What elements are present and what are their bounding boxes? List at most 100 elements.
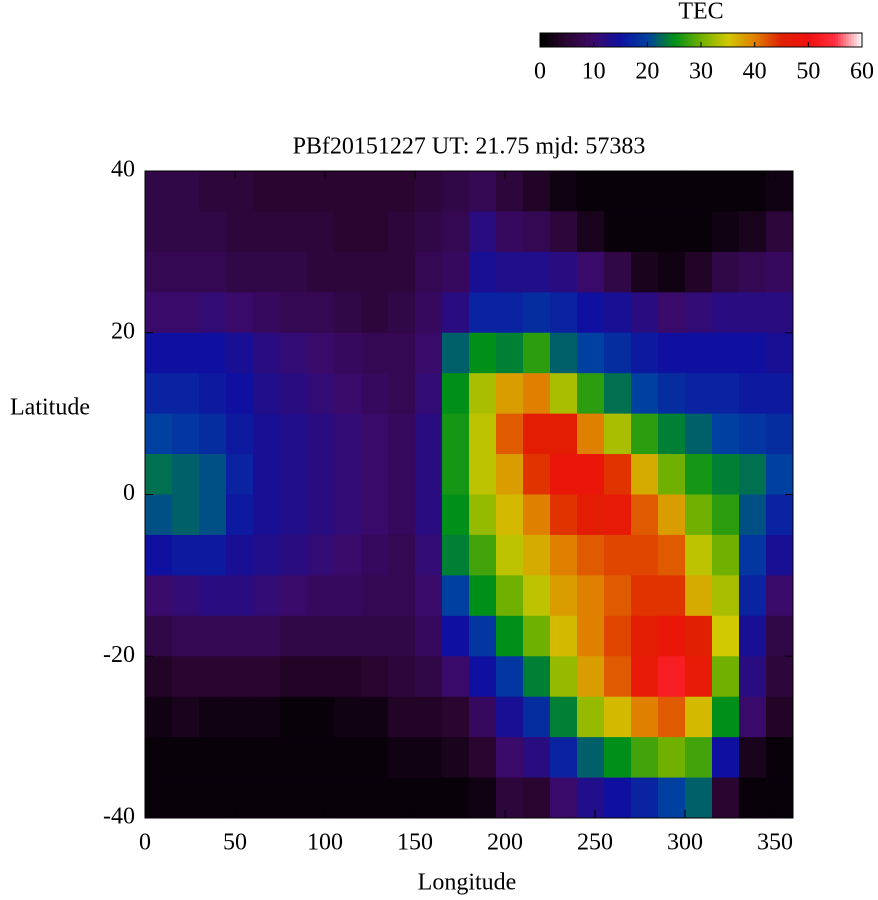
heatmap-cell <box>253 171 281 212</box>
heatmap-cell <box>712 534 740 576</box>
heatmap-cell <box>442 615 470 657</box>
colorbar-segment <box>853 33 858 47</box>
heatmap-cell <box>388 656 416 698</box>
colorbar-segment <box>674 33 678 47</box>
heatmap-cell <box>739 696 767 738</box>
heatmap-cell <box>415 615 443 657</box>
heatmap-cell <box>415 251 443 293</box>
heatmap-cell <box>172 777 200 819</box>
heatmap-cell <box>199 251 227 293</box>
heatmap-cell <box>280 656 308 698</box>
heatmap-cell <box>766 737 794 779</box>
heatmap-cell <box>550 494 578 536</box>
heatmap-cell <box>226 292 254 334</box>
heatmap-cell <box>604 575 632 617</box>
heatmap-cell <box>739 534 767 576</box>
colorbar-segment <box>730 33 734 47</box>
colorbar-segment <box>652 33 656 47</box>
colorbar-segment <box>859 33 863 47</box>
colorbar-segment <box>655 33 659 47</box>
colorbar-segment <box>792 33 796 47</box>
colorbar-segment <box>794 33 799 47</box>
heatmap-cell <box>199 454 227 495</box>
x-tick-label: 200 <box>487 830 523 856</box>
heatmap-cell <box>577 251 605 293</box>
heatmap-cell <box>226 737 254 779</box>
heatmap-cell <box>577 171 605 212</box>
heatmap-cell <box>766 251 794 293</box>
x-tick-label: 100 <box>307 830 343 856</box>
colorbar-segment <box>668 33 672 47</box>
heatmap-cell <box>496 454 524 495</box>
heatmap-cell <box>361 454 389 495</box>
heatmap-cell <box>361 656 389 698</box>
y-tick-label: 0 <box>123 480 135 506</box>
heatmap-cell <box>361 777 389 819</box>
heatmap-cell <box>550 454 578 495</box>
colorbar-tick-label: 20 <box>635 59 659 85</box>
heatmap-cell <box>361 615 389 657</box>
colorbar-segment <box>733 33 737 47</box>
heatmap-cell <box>334 696 362 738</box>
colorbar-segment <box>784 33 788 47</box>
heatmap-cell <box>631 615 659 657</box>
heatmap-cell <box>307 454 335 495</box>
heatmap-cell <box>658 494 686 536</box>
colorbar-segment <box>561 33 565 47</box>
heatmap-cell <box>496 575 524 617</box>
heatmap-cell <box>199 696 227 738</box>
heatmap-cell <box>739 211 767 253</box>
colorbar-segment <box>698 33 702 47</box>
heatmap-cell <box>631 332 659 374</box>
heatmap-cell <box>496 413 524 455</box>
colorbar-segment <box>856 33 860 47</box>
heatmap-cell <box>658 656 686 698</box>
heatmap-cell <box>199 373 227 415</box>
heatmap-cell <box>145 251 173 293</box>
colorbar-segment <box>564 33 568 47</box>
heatmap-cell <box>712 292 740 334</box>
heatmap-cell <box>523 251 551 293</box>
heatmap-cell <box>226 211 254 253</box>
heatmap-cell <box>469 575 497 617</box>
heatmap-cell <box>631 413 659 455</box>
heatmap-cell <box>145 211 173 253</box>
heatmap-cell <box>172 696 200 738</box>
heatmap-cell <box>523 737 551 779</box>
heatmap-cell <box>658 211 686 253</box>
heatmap-cell <box>253 454 281 495</box>
colorbar-segment <box>609 33 613 47</box>
colorbar-tick-label: 40 <box>743 59 767 85</box>
heatmap-cell <box>334 737 362 779</box>
colorbar-segment <box>751 33 756 47</box>
heatmap-cell <box>523 332 551 374</box>
heatmap-cell <box>361 494 389 536</box>
colorbar-segment <box>727 33 732 47</box>
heatmap-cell <box>712 656 740 698</box>
heatmap-cell <box>280 292 308 334</box>
colorbar-segment <box>735 33 740 47</box>
colorbar-segment <box>604 33 608 47</box>
heatmap-cell <box>685 534 713 576</box>
heatmap-cell <box>739 292 767 334</box>
heatmap-cell <box>199 332 227 374</box>
heatmap-cell <box>361 332 389 374</box>
heatmap-cell <box>253 332 281 374</box>
heatmap-cell <box>523 373 551 415</box>
heatmap-cell <box>307 211 335 253</box>
heatmap-cell <box>307 332 335 374</box>
colorbar-segment <box>840 33 844 47</box>
colorbar-segment <box>802 33 807 47</box>
heatmap-cell <box>442 494 470 536</box>
heatmap-cell <box>253 737 281 779</box>
heatmap-cell <box>577 494 605 536</box>
heatmap-cell <box>280 494 308 536</box>
heatmap-cell <box>739 251 767 293</box>
heatmap-cell <box>253 494 281 536</box>
heatmap-cell <box>685 737 713 779</box>
colorbar-segment <box>749 33 753 47</box>
heatmap-cell <box>361 171 389 212</box>
heatmap-cell <box>145 696 173 738</box>
heatmap-cell <box>388 211 416 253</box>
heatmap-cell <box>388 575 416 617</box>
